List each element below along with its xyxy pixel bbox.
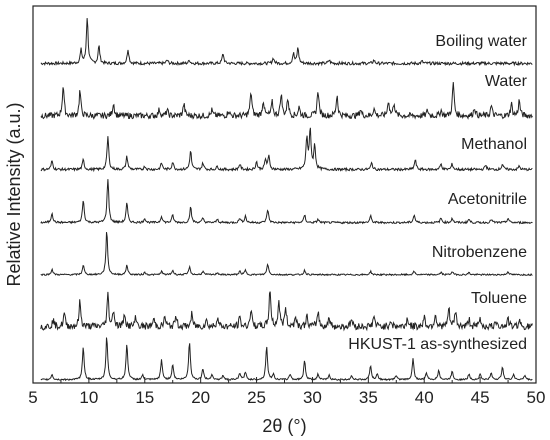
x-tick-label: 30	[303, 388, 322, 407]
x-tick-label: 20	[191, 388, 210, 407]
series-line-boiling-water	[40, 18, 533, 67]
x-tick-label: 25	[247, 388, 266, 407]
series-label: Acetonitrile	[448, 191, 527, 208]
trace-group	[40, 18, 533, 382]
series-label-group: Boiling water Water Methanol Acetonitrile Ni…	[348, 33, 527, 353]
series-label: HKUST-1 as-synthesized	[348, 336, 527, 353]
series-label: Toluene	[471, 290, 527, 307]
series-line-acetonitrile	[40, 179, 533, 225]
y-axis-title: Relative Intensity (a.u.)	[4, 102, 24, 286]
x-tick-label: 50	[527, 388, 546, 407]
x-tick-label: 35	[359, 388, 378, 407]
series-line-hkust-1-as-synthesized	[40, 337, 533, 382]
series-line-nitrobenzene	[40, 232, 533, 277]
series-label: Nitrobenzene	[432, 244, 527, 261]
x-axis-title: 2θ (°)	[262, 416, 306, 436]
series-line-water	[40, 82, 533, 120]
series-label: Boiling water	[435, 33, 527, 50]
series-line-toluene	[40, 291, 533, 332]
series-label: Methanol	[461, 136, 527, 153]
x-tick-label: 10	[79, 388, 98, 407]
x-tick-label: 5	[28, 388, 37, 407]
x-tick-label: 15	[135, 388, 154, 407]
x-tick-label: 40	[415, 388, 434, 407]
x-tick-label: 45	[471, 388, 490, 407]
series-label: Water	[485, 73, 528, 90]
x-tick-group: 5 10 15 20 25 30 35 40 45 50	[28, 377, 545, 407]
series-line-methanol	[40, 127, 533, 173]
